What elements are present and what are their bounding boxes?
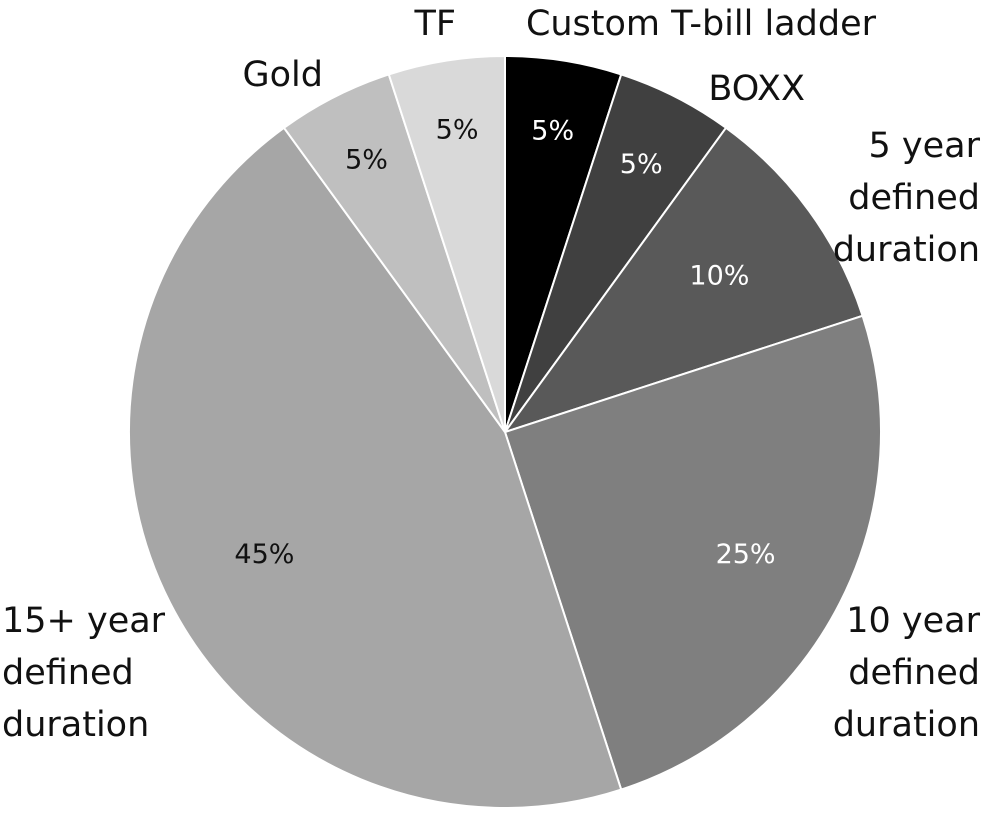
category-label-line: defined bbox=[2, 653, 134, 693]
category-label-line: defined bbox=[848, 178, 980, 218]
pie-slice bbox=[502, 126, 864, 434]
category-label-line: TF bbox=[413, 4, 456, 44]
category-label: BOXX bbox=[708, 69, 805, 109]
pie-slices bbox=[127, 54, 882, 809]
category-label: 15+ year defined duration bbox=[2, 601, 166, 745]
percent-label: 5% bbox=[436, 114, 479, 145]
percent-label: 10% bbox=[689, 261, 749, 292]
percent-label: 5% bbox=[620, 149, 663, 180]
pie-slice bbox=[503, 314, 882, 791]
category-label-line: Gold bbox=[243, 55, 323, 95]
category-label-line: Custom T-bill ladder bbox=[526, 4, 877, 44]
percent-labels: 5% 5% 10% 25% 45% 5% 5% bbox=[234, 114, 775, 570]
category-label-line: duration bbox=[833, 705, 980, 745]
category-labels: Custom T-bill ladder BOXX 5 year defined dur… bbox=[2, 4, 981, 745]
category-label-line: 15+ year bbox=[2, 601, 166, 641]
pie-slice bbox=[387, 54, 506, 433]
category-label-line: 10 year bbox=[846, 601, 980, 641]
category-label: Gold bbox=[243, 55, 323, 95]
category-label: 5 year defined duration bbox=[833, 126, 981, 270]
category-label-line: duration bbox=[2, 705, 149, 745]
pie-slice bbox=[127, 126, 623, 809]
category-label: TF bbox=[413, 4, 456, 44]
percent-label: 5% bbox=[531, 115, 574, 146]
percent-label: 5% bbox=[345, 145, 388, 176]
percent-label: 45% bbox=[234, 539, 294, 570]
category-label-line: 5 year bbox=[869, 126, 981, 166]
category-label-line: defined bbox=[848, 653, 980, 693]
category-label: 10 year defined duration bbox=[833, 601, 981, 745]
category-label: Custom T-bill ladder bbox=[526, 4, 877, 44]
category-label-line: BOXX bbox=[708, 69, 805, 109]
percent-label: 25% bbox=[716, 539, 776, 570]
category-label-line: duration bbox=[833, 230, 980, 270]
